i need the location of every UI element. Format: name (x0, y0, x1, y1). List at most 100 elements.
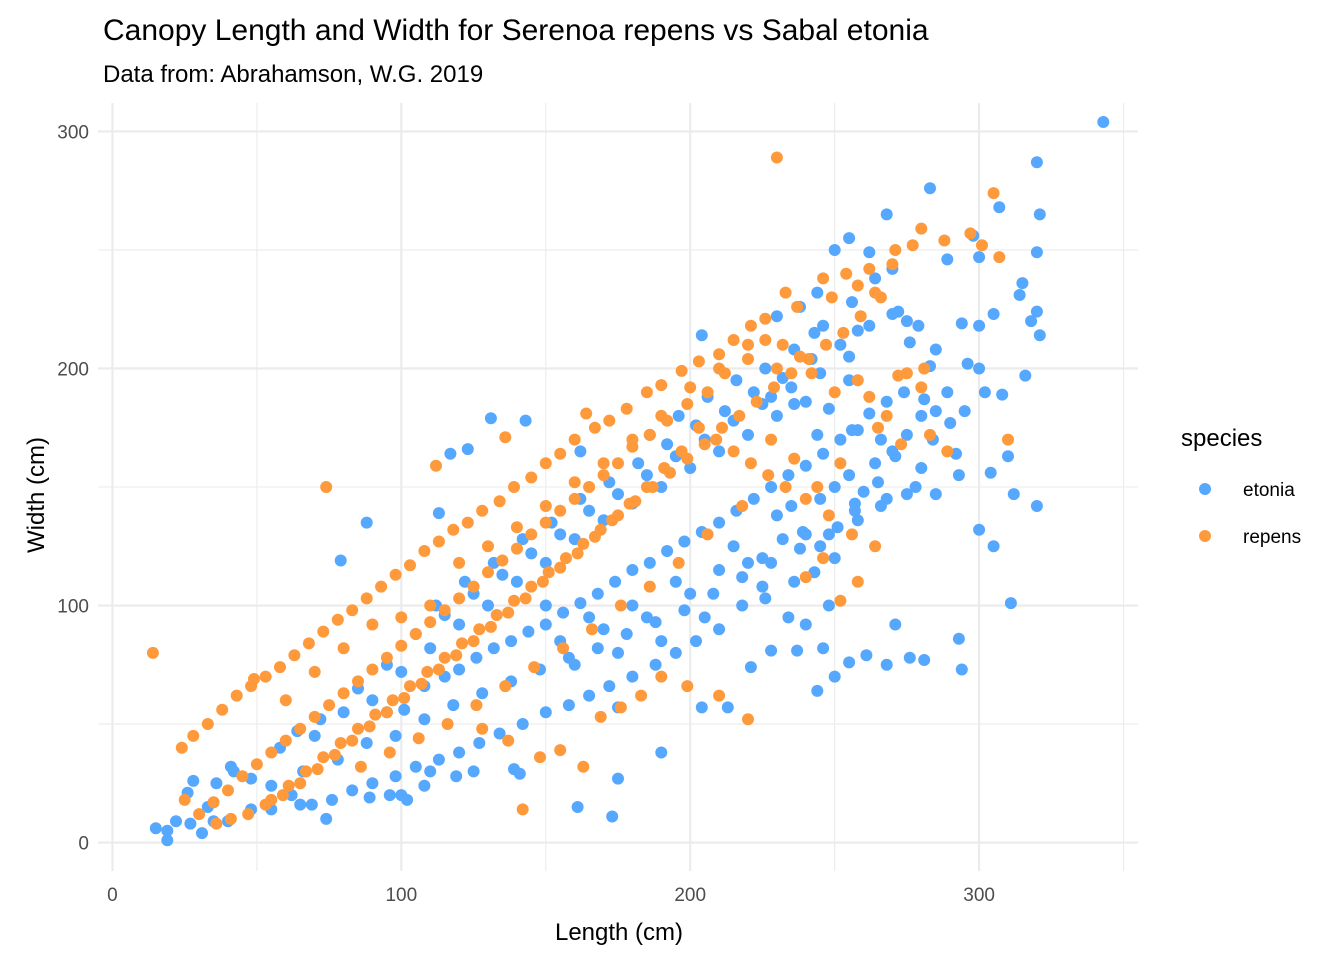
point-repens (924, 428, 936, 441)
point-etonia (1030, 500, 1043, 512)
point-repens (539, 457, 552, 470)
point-etonia (915, 462, 928, 474)
point-repens (395, 611, 408, 624)
point-etonia (583, 611, 596, 624)
point-repens (456, 637, 468, 650)
point-repens (265, 746, 278, 759)
point-repens (828, 386, 841, 399)
point-etonia (196, 827, 208, 840)
point-repens (1002, 433, 1014, 446)
point-repens (265, 793, 278, 806)
point-repens (323, 699, 336, 712)
point-etonia (640, 469, 653, 482)
point-etonia (571, 801, 584, 813)
point-etonia (898, 386, 910, 399)
point-etonia (799, 395, 812, 408)
point-etonia (903, 336, 916, 349)
point-etonia (1002, 450, 1014, 463)
point-repens (765, 433, 778, 446)
point-etonia (612, 646, 624, 659)
point-etonia (484, 412, 497, 425)
point-etonia (973, 362, 986, 375)
point-etonia (170, 815, 182, 828)
point-etonia (574, 445, 587, 458)
point-repens (470, 699, 483, 712)
point-etonia (736, 571, 749, 584)
point-repens (776, 338, 789, 351)
point-repens (906, 239, 919, 252)
point-repens (430, 459, 442, 472)
point-etonia (583, 689, 596, 702)
point-repens (840, 267, 853, 280)
point-repens (834, 457, 847, 470)
point-etonia (903, 651, 916, 664)
point-etonia (1033, 329, 1046, 342)
point-etonia (817, 447, 830, 460)
point-repens (770, 362, 783, 375)
point-etonia (880, 492, 893, 505)
point-repens (759, 334, 772, 346)
point-repens (539, 500, 552, 512)
point-etonia (1013, 289, 1026, 301)
point-etonia (900, 488, 913, 501)
point-repens (851, 279, 864, 292)
point-repens (577, 760, 590, 773)
point-repens (742, 338, 754, 351)
point-repens (250, 758, 263, 771)
point-repens (664, 466, 676, 479)
point-repens (519, 592, 532, 605)
point-etonia (759, 592, 772, 605)
point-repens (493, 495, 506, 508)
point-repens (762, 469, 775, 482)
point-etonia (476, 687, 489, 700)
point-etonia (690, 635, 702, 648)
point-etonia (655, 635, 668, 648)
point-repens (366, 618, 379, 631)
point-etonia (822, 528, 835, 541)
point-etonia (843, 350, 856, 363)
point-repens (586, 623, 598, 636)
point-etonia (817, 642, 830, 655)
point-repens (473, 623, 486, 636)
point-etonia (346, 784, 359, 797)
point-repens (432, 663, 445, 676)
point-etonia (161, 834, 174, 847)
point-etonia (984, 466, 997, 479)
point-repens (279, 734, 292, 747)
point-repens (851, 575, 864, 588)
point-etonia (539, 556, 552, 569)
point-etonia (785, 381, 798, 394)
point-repens (461, 516, 474, 529)
point-repens (874, 291, 887, 304)
point-etonia (510, 575, 523, 588)
point-repens (880, 409, 893, 422)
point-repens (502, 734, 515, 747)
point-etonia (808, 326, 821, 339)
point-repens (577, 537, 590, 550)
point-repens (779, 481, 792, 493)
point-repens (620, 402, 633, 415)
point-etonia (554, 528, 567, 541)
point-etonia (973, 523, 986, 536)
point-etonia (785, 500, 798, 512)
point-etonia (453, 618, 466, 631)
point-etonia (918, 393, 931, 406)
point-repens (820, 338, 832, 351)
legend-key-etonia (1199, 483, 1211, 495)
point-repens (554, 447, 567, 460)
point-etonia (539, 618, 552, 631)
point-repens (825, 291, 838, 304)
point-repens (817, 272, 830, 285)
point-repens (635, 689, 648, 702)
point-etonia (929, 488, 942, 501)
point-repens (863, 390, 876, 403)
point-repens (274, 661, 286, 674)
legend-title: species (1181, 425, 1262, 452)
point-repens (476, 504, 489, 517)
point-etonia (782, 611, 795, 624)
point-repens (248, 673, 260, 685)
point-repens (380, 706, 393, 719)
point-etonia (366, 777, 379, 790)
point-etonia (467, 765, 480, 778)
point-etonia (770, 409, 783, 422)
